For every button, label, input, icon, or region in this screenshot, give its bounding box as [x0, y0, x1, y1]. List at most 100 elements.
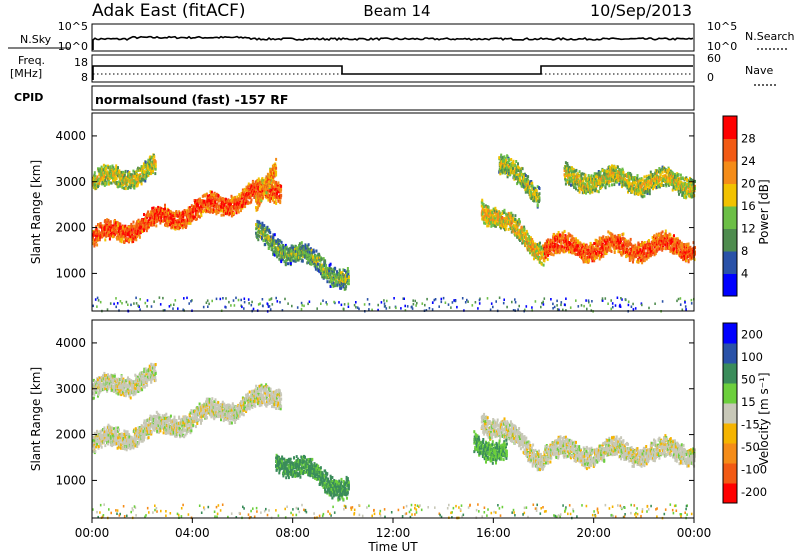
data-cell	[275, 242, 278, 245]
data-cell	[538, 196, 541, 200]
data-cell	[569, 233, 571, 237]
data-cell	[128, 176, 131, 179]
data-cell	[268, 229, 271, 232]
data-cell	[584, 243, 587, 247]
data-cell	[170, 215, 173, 219]
data-cell	[97, 223, 99, 227]
data-cell	[140, 180, 143, 184]
data-cell	[255, 189, 258, 193]
data-cell	[512, 167, 514, 171]
data-cell	[210, 201, 213, 205]
data-cell	[146, 174, 149, 178]
data-cell	[118, 234, 121, 238]
data-cell	[245, 185, 248, 189]
data-cell	[499, 212, 501, 216]
data-cell	[518, 236, 521, 240]
data-cell	[132, 174, 135, 178]
data-cell	[271, 180, 274, 184]
data-cell	[232, 196, 235, 200]
data-cell	[177, 224, 180, 228]
data-cell	[138, 222, 141, 226]
data-cell	[550, 252, 553, 256]
data-cell	[301, 246, 304, 250]
data-cell	[499, 172, 502, 176]
data-cell	[169, 223, 171, 227]
data-cell	[516, 182, 519, 186]
data-cell	[526, 232, 529, 236]
data-cell	[271, 189, 273, 193]
data-cell	[324, 259, 327, 263]
data-cell	[236, 195, 239, 199]
data-cell	[94, 238, 97, 242]
data-cell	[602, 254, 605, 258]
data-cell	[174, 222, 177, 226]
data-cell	[577, 241, 580, 245]
data-cell	[137, 176, 139, 180]
data-cell	[202, 210, 205, 214]
data-cell	[263, 192, 266, 196]
data-cell	[302, 244, 305, 248]
data-cell	[256, 206, 259, 210]
data-cell	[272, 179, 275, 183]
data-cell	[347, 279, 350, 282]
data-cell	[341, 277, 343, 281]
data-cell	[291, 258, 294, 262]
data-cell	[278, 194, 281, 198]
data-cell	[136, 173, 139, 177]
data-cell	[316, 264, 319, 268]
data-cell	[257, 177, 260, 181]
data-cell	[280, 194, 283, 198]
data-cell	[172, 215, 175, 219]
data-cell	[540, 262, 543, 266]
data-cell	[529, 242, 532, 246]
data-cell	[536, 204, 539, 208]
data-cell	[113, 169, 116, 173]
data-cell	[552, 236, 555, 240]
data-cell	[565, 244, 568, 248]
data-cell	[515, 169, 518, 173]
data-cell	[135, 225, 138, 229]
data-cell	[282, 246, 285, 250]
data-cell	[133, 230, 136, 234]
data-cell	[103, 228, 106, 232]
data-cell	[192, 216, 195, 220]
data-cell	[521, 185, 524, 189]
data-cell	[257, 187, 260, 191]
data-cell	[162, 219, 165, 223]
data-cell	[318, 270, 321, 274]
data-cell	[177, 219, 180, 223]
data-cell	[531, 188, 534, 191]
data-cell	[629, 237, 632, 241]
data-cell	[135, 170, 138, 174]
data-cell	[332, 281, 335, 285]
data-cell	[190, 209, 193, 213]
data-cell	[129, 224, 132, 228]
data-cell	[114, 223, 117, 227]
data-cell	[279, 239, 282, 243]
data-cell	[229, 211, 232, 215]
data-cell	[149, 165, 152, 169]
data-cell	[489, 215, 491, 219]
data-cell	[570, 246, 573, 250]
data-cell	[315, 257, 318, 261]
data-cell	[217, 210, 220, 214]
data-cell	[562, 233, 565, 237]
data-cell	[97, 177, 100, 181]
data-cell	[266, 194, 268, 198]
data-cell	[234, 195, 237, 199]
data-cell	[225, 212, 227, 216]
data-cell	[532, 240, 535, 244]
data-cell	[271, 248, 274, 252]
data-cell	[341, 283, 344, 287]
data-cell	[246, 186, 249, 190]
data-cell	[182, 215, 185, 219]
data-cell	[523, 228, 526, 232]
nave-tick-high: 60	[707, 52, 721, 65]
data-cell	[328, 269, 331, 273]
data-cell	[266, 228, 269, 231]
data-cell	[277, 199, 280, 203]
data-cell	[132, 220, 135, 224]
data-cell	[293, 247, 296, 251]
data-cell	[197, 203, 200, 207]
data-cell	[95, 225, 98, 229]
